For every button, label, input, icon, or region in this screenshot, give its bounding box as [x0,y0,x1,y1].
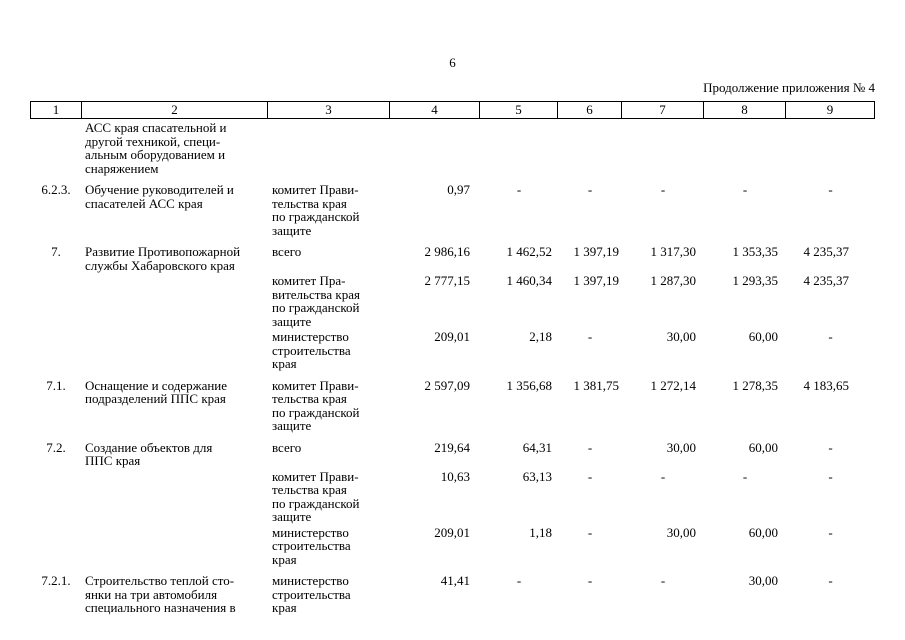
activity-name-cell: Строительство теплой сто- янки на три ав… [85,573,236,615]
value-cell: - [828,524,833,540]
value-cell: - [742,468,748,484]
activity-name-cell: Развитие Противопожарной службы Хабаровс… [85,244,241,273]
row-number-cell: 7.2.1. [41,573,71,588]
page-number: 6 [449,55,456,70]
value-cell: - [587,468,593,484]
row-number-cell: 7.1. [46,377,66,393]
value-cell: 30,00 [666,439,696,455]
value-cell: - [516,573,522,588]
value-cell: - [587,439,593,455]
value-cell: 63,13 [522,468,552,484]
activity-name-cell: Обучение руководителей и спасателей АСС … [85,182,234,211]
value-cell: - [828,439,833,455]
table-row: министерство строительства края 209,01 1,1… [30,524,875,567]
value-cell: 2,18 [529,329,552,344]
value-cell: - [742,182,748,197]
table-body: АСС края спасательной и другой техникой,… [30,121,875,615]
table-row: 7.2.1. Строительство теплой сто- янки на … [30,574,875,615]
executor-cell: всего [272,439,302,455]
column-header: 8 [704,102,786,118]
value-cell: 209,01 [434,524,470,540]
column-header: 5 [480,102,558,118]
value-cell: - [660,573,666,588]
executor-cell: комитет Пра- вительства края по гражданс… [272,273,360,329]
value-cell: 1 353,35 [732,244,779,259]
continuation-label: Продолжение приложения № 4 [703,80,875,95]
activity-name-cell: Оснащение и содержание подразделений ППС… [85,377,228,406]
table-row: 7.1. Оснащение и содержание подразделений… [30,377,875,433]
value-cell: - [828,573,833,588]
value-cell: 4 235,37 [803,244,850,259]
data-table: 1 2 3 4 5 6 7 8 9 АСС края спасательной … [30,101,875,615]
column-header: 2 [82,102,268,118]
value-cell: 2 597,09 [424,377,471,393]
value-cell: 60,00 [748,524,778,540]
value-cell: 30,00 [666,524,696,540]
value-cell: 1 397,19 [573,244,620,259]
executor-cell: всего [272,244,302,259]
executor-cell: министерство строительства края [272,573,351,615]
value-cell: 60,00 [748,439,778,455]
value-cell: 1 397,19 [573,273,620,288]
value-cell: 1 272,14 [650,377,697,393]
value-cell: 1,18 [529,524,552,540]
executor-cell: комитет Прави- тельства края по гражданс… [272,182,360,238]
value-cell: 1 287,30 [650,273,697,288]
value-cell: 1 356,68 [506,377,553,393]
executor-cell: министерство строительства края [272,524,351,567]
value-cell: 4 235,37 [803,273,850,288]
value-cell: 60,00 [748,329,778,344]
value-cell: 0,97 [447,182,470,197]
value-cell: 30,00 [666,329,696,344]
value-cell: - [660,468,666,484]
value-cell: 30,00 [748,573,778,588]
value-cell: 1 460,34 [506,273,553,288]
value-cell: 1 462,52 [506,244,553,259]
value-cell: 1 293,35 [732,273,779,288]
table-row: министерство строительства края 209,01 2,1… [30,330,875,371]
value-cell: - [660,182,666,197]
value-cell: - [587,182,593,197]
table-header-row: 1 2 3 4 5 6 7 8 9 [30,101,875,119]
value-cell: 209,01 [434,329,470,344]
table-row: 7. Развитие Противопожарной службы Хабаро… [30,245,875,272]
table-row: 6.2.3. Обучение руководителей и спасателе… [30,183,875,237]
value-cell: 2 777,15 [424,273,471,288]
value-cell: 1 317,30 [650,244,697,259]
column-header: 1 [30,102,82,118]
column-header: 6 [558,102,622,118]
activity-name-cell: Создание объектов для ППС края [85,439,213,468]
value-cell: 4 183,65 [803,377,850,393]
value-cell: - [828,182,833,197]
row-number-cell: 6.2.3. [41,182,71,197]
executor-cell: министерство строительства края [272,329,351,371]
table-row: 7.2. Создание объектов для ППС края всего 2… [30,439,875,468]
row-number-cell: 7.2. [46,439,66,455]
value-cell: - [828,468,833,484]
value-cell: 1 381,75 [573,377,620,393]
value-cell: 41,41 [440,573,470,588]
table-row: АСС края спасательной и другой техникой,… [30,121,875,175]
column-header: 9 [786,102,875,118]
value-cell: - [516,182,522,197]
value-cell: 219,64 [434,439,470,455]
column-header: 7 [622,102,704,118]
executor-cell: комитет Прави- тельства края по гражданс… [272,468,360,524]
table-row: комитет Пра- вительства края по гражданс… [30,274,875,328]
column-header: 3 [268,102,390,118]
value-cell: 2 986,16 [424,244,471,259]
executor-cell: комитет Прави- тельства края по гражданс… [272,377,360,433]
value-cell: - [587,573,593,588]
value-cell: 64,31 [522,439,552,455]
value-cell: - [587,524,593,540]
table-row: комитет Прави- тельства края по гражданс… [30,468,875,524]
value-cell: - [587,329,593,344]
value-cell: - [828,329,833,344]
row-number-cell: 7. [51,244,61,259]
column-header: 4 [390,102,480,118]
value-cell: 1 278,35 [732,377,779,393]
activity-name-cell: АСС края спасательной и другой техникой,… [85,120,227,176]
value-cell: 10,63 [440,468,470,484]
